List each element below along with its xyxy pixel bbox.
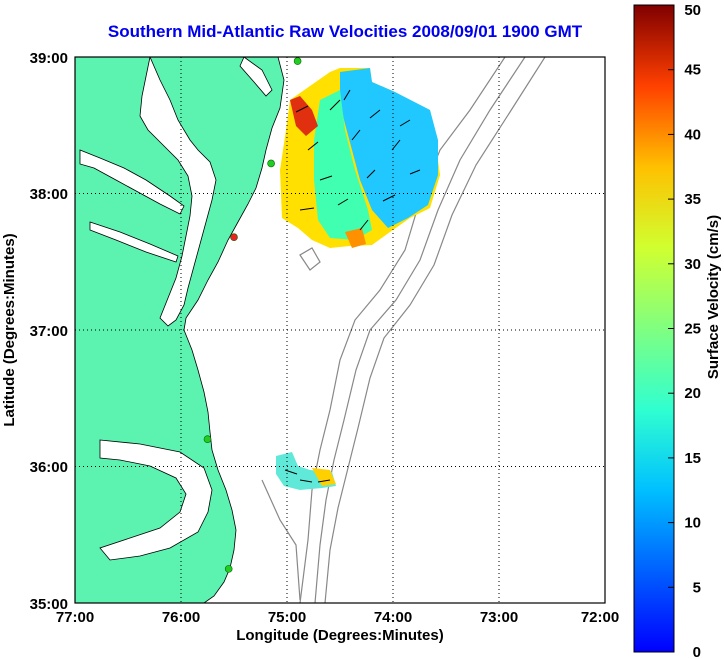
y-tick-label: 36:00 xyxy=(30,459,68,476)
y-tick-labels: 39:00 38:00 37:00 36:00 35:00 xyxy=(30,50,68,613)
station-marker xyxy=(267,159,275,168)
stations xyxy=(203,57,302,573)
colorbar xyxy=(633,4,675,653)
grid xyxy=(75,57,605,603)
rappahannock-river xyxy=(89,221,179,263)
x-tick-label: 77:00 xyxy=(56,609,94,626)
y-axis-label: Latitude (Degrees:Minutes) xyxy=(1,233,18,426)
colorbar-tick-label: 25 xyxy=(684,321,701,338)
x-tick-label: 72:00 xyxy=(581,609,619,626)
x-tick-label: 76:00 xyxy=(162,609,200,626)
velocity-field-mid xyxy=(314,90,372,240)
colorbar-ticks: 0 5 10 15 20 25 30 35 40 45 50 xyxy=(668,2,701,659)
station-marker xyxy=(224,565,233,573)
y-tick-label: 37:00 xyxy=(30,323,68,340)
chart-title: Southern Mid-Atlantic Raw Velocities 200… xyxy=(107,22,583,41)
y-tick-label: 38:00 xyxy=(30,186,68,203)
colorbar-tick-label: 0 xyxy=(693,644,701,659)
station-marker xyxy=(203,435,212,444)
colorbar-tick-label: 5 xyxy=(693,579,701,596)
colorbar-tick-label: 45 xyxy=(684,62,701,79)
plot-frame xyxy=(74,56,606,604)
colorbar-tick-label: 15 xyxy=(684,450,701,467)
potomac-river xyxy=(79,149,185,215)
colorbar-tick-label: 40 xyxy=(684,126,701,143)
albemarle-pamlico-sound xyxy=(99,439,213,561)
x-tick-label: 73:00 xyxy=(480,609,518,626)
y-tick-label: 39:00 xyxy=(30,50,68,67)
colorbar-label: Surface Velocity (cm/s) xyxy=(705,215,722,379)
velocity-field-hot xyxy=(290,96,318,136)
velocity-field-cool xyxy=(340,68,438,228)
colorbar-tick-label: 50 xyxy=(684,2,701,19)
station-marker xyxy=(293,57,302,65)
velocity-field-warm xyxy=(345,228,366,248)
velocity-vectors xyxy=(284,89,421,483)
y-tick-label: 35:00 xyxy=(30,596,68,613)
x-tick-labels: 77:00 76:00 75:00 74:00 73:00 72:00 xyxy=(56,609,619,626)
bathymetry-contours xyxy=(261,57,546,603)
delaware-bay xyxy=(239,57,273,97)
colorbar-tick-label: 20 xyxy=(684,385,701,402)
colorbar-tick-label: 30 xyxy=(684,256,701,273)
x-tick-label: 75:00 xyxy=(268,609,306,626)
colorbar-tick-label: 35 xyxy=(684,191,701,208)
station-marker xyxy=(230,233,238,241)
x-tick-label: 74:00 xyxy=(374,609,412,626)
chesapeake-bay xyxy=(139,57,217,327)
x-axis-label: Longitude (Degrees:Minutes) xyxy=(236,627,444,644)
colorbar-tick-label: 10 xyxy=(684,515,701,532)
velocity-field-south-warm xyxy=(312,468,336,486)
